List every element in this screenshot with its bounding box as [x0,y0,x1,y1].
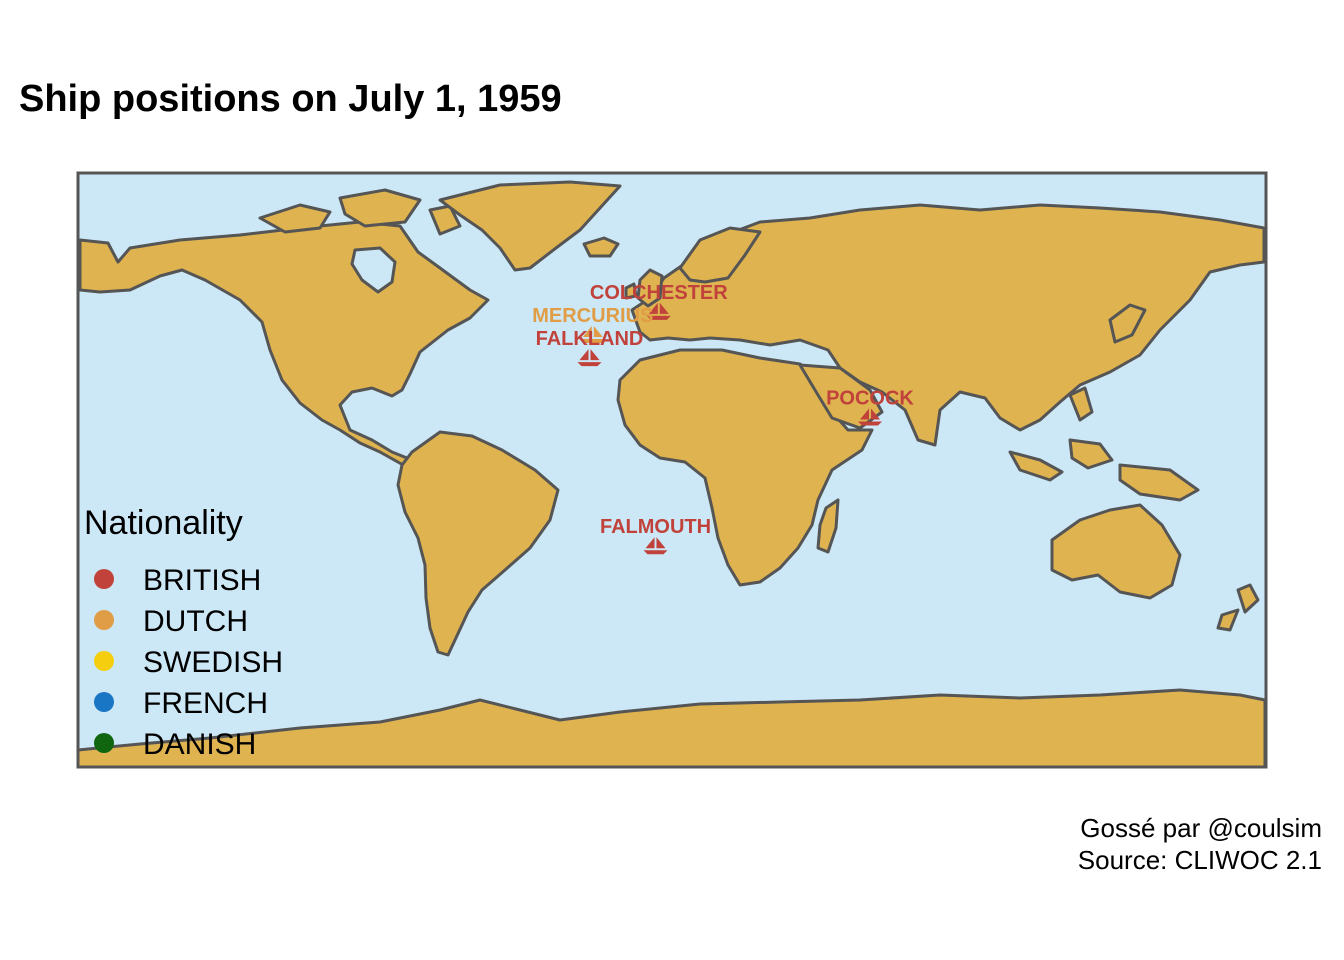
legend: Nationality BRITISH DUTCH SWEDISH FRENCH DAN… [84,504,283,761]
map-title: Ship positions on July 1, 1959 [19,78,562,120]
caption-source: Source: CLIWOC 2.1 [1077,845,1322,875]
legend-label: DANISH [143,728,256,761]
map-panel [76,171,1268,769]
caption: Gossé par @coulsim Source: CLIWOC 2.1 [1078,812,1322,876]
landmass-southeast-asia-islands [1008,386,1200,502]
ship-label: MERCURIUS [532,305,653,327]
ship-icon [646,302,671,320]
legend-swatch [94,733,114,753]
legend-item: BRITISH [94,564,261,597]
landmass-antarctica [76,688,1267,769]
legend-title: Nationality [84,504,243,542]
legend-items: BRITISH DUTCH SWEDISH FRENCH DANISH [94,564,283,761]
landmass-south-america [396,430,560,657]
landmass-madagascar [816,498,840,554]
ship-icon [858,408,882,426]
legend-label: DUTCH [143,605,248,638]
legend-label: BRITISH [143,564,261,597]
landmass-africa [616,348,874,587]
legend-swatch [94,692,114,712]
legend-swatch [94,610,114,630]
ship-icon [643,537,668,555]
legend-swatch [94,569,114,589]
landmass-new-zealand [1216,583,1260,632]
ship-label: FALMOUTH [600,516,711,538]
ship-label: FALKLAND [536,328,644,350]
map-frame [76,171,1268,769]
legend-item: SWEDISH [94,646,283,679]
legend-item: DUTCH [94,605,248,638]
landmass-australia [1050,503,1182,600]
landmass-scandinavia [678,226,762,284]
ship-marker: POCOCK [826,388,914,426]
landmass-iceland [582,236,620,258]
landmass-eurasia [630,203,1266,447]
caption-credit: Gossé par @coulsim [1080,813,1322,843]
legend-item: DANISH [94,728,256,761]
ship-marker: FALKLAND [536,328,644,367]
legend-label: FRENCH [143,687,268,720]
landmass-greenland [438,180,622,272]
ship-marker: MERCURIUS [532,305,653,343]
landmass-japan [1108,303,1147,344]
landmass-hudson-bay [350,246,397,294]
ship-label: POCOCK [826,388,914,410]
ship-icon [577,349,602,367]
landmasses [76,180,1267,769]
ship-label: COLCHESTER [590,282,728,304]
legend-item: FRENCH [94,687,268,720]
landmass-arabia [798,363,884,430]
landmass-arctic-islands [258,188,462,236]
ship-marker: FALMOUTH [600,516,711,555]
legend-label: SWEDISH [143,646,283,679]
legend-swatch [94,651,114,671]
landmass-british-isles [624,268,664,308]
ship-icon [580,326,605,343]
ship-marker: COLCHESTER [590,282,728,320]
